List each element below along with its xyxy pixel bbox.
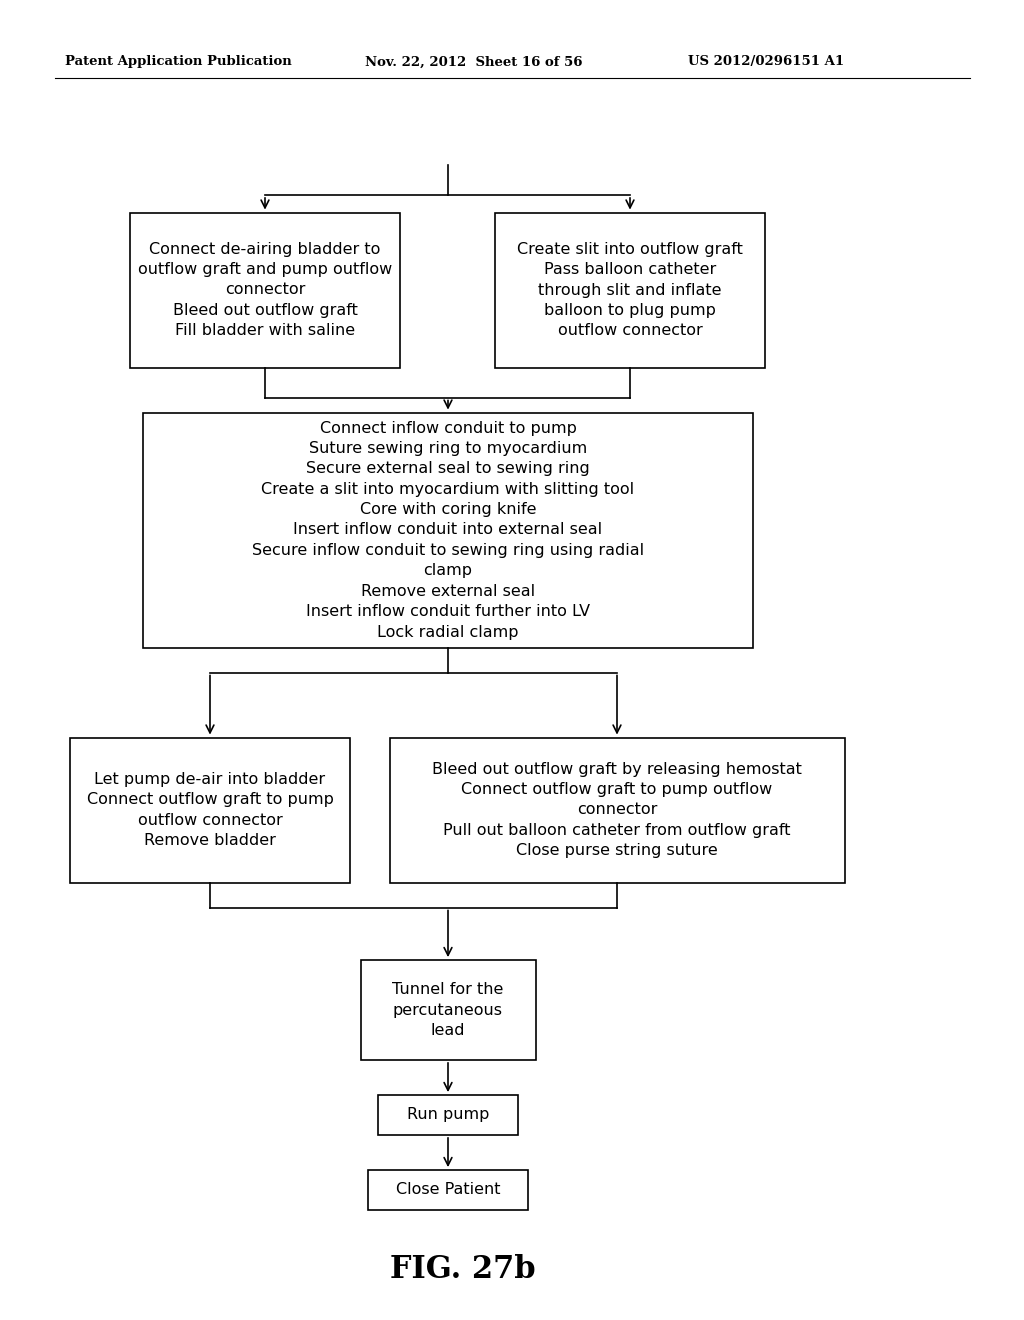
Text: Tunnel for the
percutaneous
lead: Tunnel for the percutaneous lead: [392, 982, 504, 1038]
Bar: [130, 213, 400, 367]
Text: Bleed out outflow graft by releasing hemostat
Connect outflow graft to pump outf: Bleed out outflow graft by releasing hem…: [432, 762, 802, 858]
Bar: [389, 738, 845, 883]
Text: Create slit into outflow graft
Pass balloon catheter
through slit and inflate
ba: Create slit into outflow graft Pass ball…: [517, 242, 743, 338]
Text: US 2012/0296151 A1: US 2012/0296151 A1: [688, 55, 844, 69]
Text: Connect de-airing bladder to
outflow graft and pump outflow
connector
Bleed out : Connect de-airing bladder to outflow gra…: [138, 242, 392, 338]
Text: Connect inflow conduit to pump
Suture sewing ring to myocardium
Secure external : Connect inflow conduit to pump Suture se…: [252, 421, 644, 639]
Bar: [70, 738, 350, 883]
Text: FIG. 27b: FIG. 27b: [390, 1254, 536, 1286]
Text: Patent Application Publication: Patent Application Publication: [65, 55, 292, 69]
Text: Nov. 22, 2012  Sheet 16 of 56: Nov. 22, 2012 Sheet 16 of 56: [365, 55, 583, 69]
Text: Close Patient: Close Patient: [395, 1183, 501, 1197]
Bar: [495, 213, 765, 367]
Bar: [368, 1170, 528, 1210]
Bar: [360, 960, 536, 1060]
Bar: [378, 1096, 518, 1135]
Text: Run pump: Run pump: [407, 1107, 489, 1122]
Bar: [143, 412, 753, 648]
Text: Let pump de-air into bladder
Connect outflow graft to pump
outflow connector
Rem: Let pump de-air into bladder Connect out…: [87, 772, 334, 849]
